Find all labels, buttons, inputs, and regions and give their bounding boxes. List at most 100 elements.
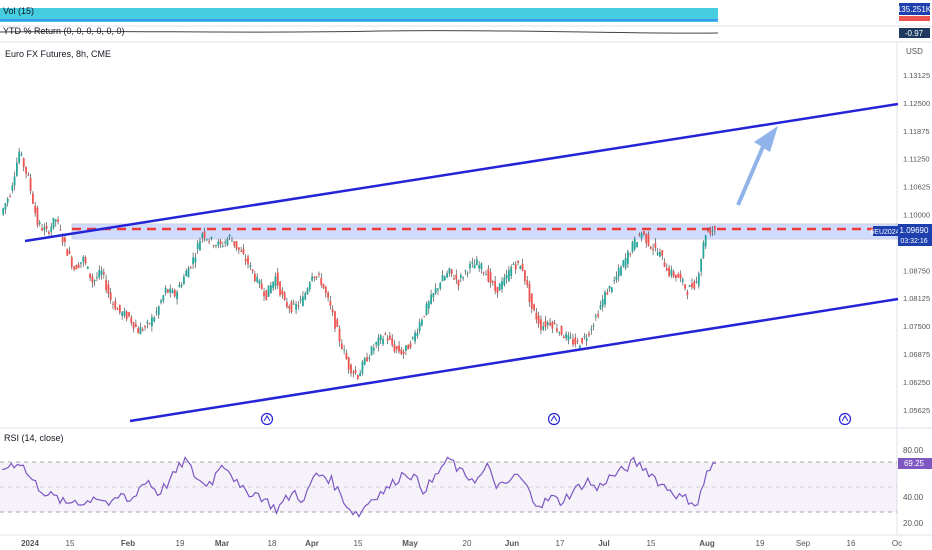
symbol-name: 6EU2024 xyxy=(870,229,899,236)
candle-down xyxy=(279,281,281,296)
arrow-head xyxy=(754,126,778,152)
candle-up xyxy=(446,273,449,278)
candle-up xyxy=(86,266,89,269)
candle-up xyxy=(592,325,595,327)
candle-up xyxy=(292,303,295,305)
candle-down xyxy=(334,311,336,329)
candle-down xyxy=(482,272,485,274)
candle-down xyxy=(31,193,34,204)
candle-down xyxy=(240,250,243,252)
candle-up xyxy=(164,287,167,293)
candle-down xyxy=(597,314,600,317)
candle-down xyxy=(533,304,535,311)
upper-channel-line[interactable] xyxy=(24,102,899,243)
candlestick-series xyxy=(2,147,716,380)
projection-arrow[interactable] xyxy=(736,126,778,206)
candle-up xyxy=(256,276,259,282)
candle-up xyxy=(304,293,307,300)
time-tick-label: Oc xyxy=(892,539,902,548)
candle-down xyxy=(137,328,140,334)
candle-up xyxy=(160,300,162,303)
candle-down xyxy=(393,344,396,352)
candle-down xyxy=(494,281,497,292)
price-tick-label: 1.07500 xyxy=(903,322,930,331)
candle-down xyxy=(450,269,453,274)
candle-down xyxy=(25,166,27,174)
candle-down xyxy=(89,273,92,278)
candle-up xyxy=(15,162,18,176)
candle-up xyxy=(199,240,201,251)
candle-down xyxy=(148,323,151,325)
candle-up xyxy=(52,217,55,228)
arrow-shaft xyxy=(736,141,767,206)
candle-down xyxy=(116,308,119,310)
candle-down xyxy=(251,269,254,272)
candle-down xyxy=(281,290,284,295)
candle-down xyxy=(391,338,394,346)
candle-down xyxy=(315,276,318,278)
time-tick-label: 15 xyxy=(66,539,75,548)
event-marker[interactable] xyxy=(260,412,274,426)
candle-down xyxy=(684,284,687,289)
candle-up xyxy=(379,335,382,340)
time-tick-label: May xyxy=(402,539,418,548)
candle-up xyxy=(368,357,371,359)
candle-down xyxy=(645,233,648,244)
candle-up xyxy=(418,322,421,331)
candle-down xyxy=(128,312,130,317)
candle-down xyxy=(118,304,121,313)
vol-value: 135.251K xyxy=(897,5,932,14)
price-tick-label: 1.08750 xyxy=(903,266,930,275)
candle-up xyxy=(519,265,522,270)
lower-channel-line[interactable] xyxy=(129,297,899,423)
candle-up xyxy=(187,268,190,278)
price-tick-label: 1.06875 xyxy=(903,350,930,359)
candle-up xyxy=(205,239,208,241)
candle-down xyxy=(572,339,574,345)
event-marker-icon xyxy=(263,415,271,422)
candle-up xyxy=(180,284,183,287)
candle-up xyxy=(343,349,346,351)
price-tick-label: 1.11875 xyxy=(903,127,930,136)
event-marker[interactable] xyxy=(547,412,561,426)
candle-up xyxy=(503,277,506,286)
candle-down xyxy=(324,286,327,294)
candle-up xyxy=(377,337,380,347)
candle-down xyxy=(457,279,460,286)
candle-up xyxy=(224,241,227,243)
candle-up xyxy=(583,335,586,337)
candle-up xyxy=(359,372,362,377)
candle-down xyxy=(526,280,529,286)
time-axis[interactable]: 2024 15 Feb 19 Mar 18 Apr 15 May 20 Jun 17 Jul 15 Aug 1… xyxy=(21,539,902,548)
candle-down xyxy=(29,177,32,191)
candle-up xyxy=(375,342,378,345)
candle-down xyxy=(384,333,387,335)
candle-down xyxy=(244,258,247,262)
candle-down xyxy=(356,375,359,379)
price-axis[interactable]: 1.13125 1.12500 1.11875 1.11250 1.10625 1.100… xyxy=(903,71,930,415)
candle-down xyxy=(208,241,211,243)
candle-up xyxy=(578,345,581,349)
candle-up xyxy=(226,239,229,246)
candle-down xyxy=(36,207,39,226)
price-tick-label: 1.10000 xyxy=(903,211,930,220)
event-marker[interactable] xyxy=(838,412,852,426)
candle-up xyxy=(311,276,313,281)
candle-down xyxy=(345,353,348,360)
candle-up xyxy=(512,263,515,265)
candle-up xyxy=(121,312,124,316)
candle-down xyxy=(57,219,59,223)
candle-up xyxy=(176,291,178,300)
candle-up xyxy=(217,241,220,246)
candle-down xyxy=(219,240,222,245)
candle-down xyxy=(491,281,494,283)
candle-down xyxy=(286,302,288,307)
candle-up xyxy=(2,208,5,215)
candle-down xyxy=(105,279,108,291)
candle-down xyxy=(496,286,499,293)
candle-up xyxy=(123,310,126,316)
price-tick-label: 1.10625 xyxy=(903,183,930,192)
candle-down xyxy=(91,276,94,283)
candle-down xyxy=(290,301,293,313)
